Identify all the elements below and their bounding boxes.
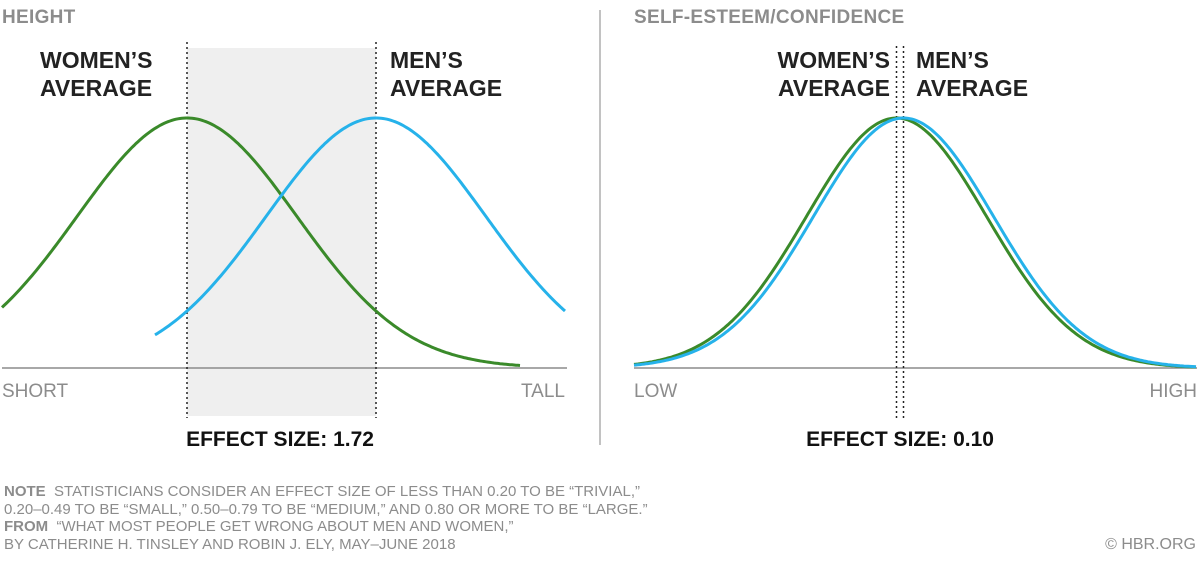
women-height-curve xyxy=(0,116,521,367)
axis-high-label: TALL xyxy=(521,381,565,402)
women-average-label-line1-self-esteem: WOMEN’S xyxy=(778,47,890,73)
effect-size-chart: HEIGHT WOMEN’S AVERAGE MEN’S AVERAGE SHO… xyxy=(0,7,1198,451)
self-esteem-panel: SELF-ESTEEM/CONFIDENCE WOMEN’S AVERAGE M… xyxy=(633,7,1198,451)
men-self-esteem-curve xyxy=(633,116,1197,369)
height-panel-title: HEIGHT xyxy=(2,7,76,28)
chart-footer: NOTE STATISTICIANS CONSIDER AN EFFECT SI… xyxy=(4,483,648,553)
axis-high-label-self-esteem: HIGH xyxy=(1150,381,1198,402)
note-text-1: STATISTICIANS CONSIDER AN EFFECT SIZE OF… xyxy=(54,483,640,500)
note-label: NOTE xyxy=(4,483,46,500)
self-esteem-effect-size-label: EFFECT SIZE: 0.10 xyxy=(806,428,994,451)
note-line-2: 0.20–0.49 TO BE “SMALL,” 0.50–0.79 TO BE… xyxy=(4,500,648,518)
men-average-label-line1-self-esteem: MEN’S xyxy=(916,47,989,73)
axis-low-label: SHORT xyxy=(2,381,69,402)
shaded-effect-region xyxy=(187,48,376,416)
from-line-2: BY CATHERINE H. TINSLEY AND ROBIN J. ELY… xyxy=(4,535,456,553)
hbr-credit: © HBR.ORG xyxy=(1105,536,1196,553)
men-average-label-line1: MEN’S xyxy=(390,47,463,73)
women-self-esteem-curve xyxy=(633,116,1197,369)
note-line-1: NOTE STATISTICIANS CONSIDER AN EFFECT SI… xyxy=(4,483,648,501)
women-average-label-line1: WOMEN’S xyxy=(40,47,152,73)
from-label: FROM xyxy=(4,518,49,535)
self-esteem-panel-title: SELF-ESTEEM/CONFIDENCE xyxy=(634,7,905,28)
women-average-label-line2-self-esteem: AVERAGE xyxy=(778,75,890,101)
from-line-1: FROM “WHAT MOST PEOPLE GET WRONG ABOUT M… xyxy=(4,518,648,536)
from-text-1: “WHAT MOST PEOPLE GET WRONG ABOUT MEN AN… xyxy=(56,518,514,535)
men-average-label-line2: AVERAGE xyxy=(390,75,502,101)
men-height-curve xyxy=(154,116,567,337)
height-panel: HEIGHT WOMEN’S AVERAGE MEN’S AVERAGE SHO… xyxy=(0,7,567,451)
men-average-label-line2-self-esteem: AVERAGE xyxy=(916,75,1028,101)
women-average-label-line2: AVERAGE xyxy=(40,75,152,101)
height-effect-size-label: EFFECT SIZE: 1.72 xyxy=(186,428,374,451)
axis-low-label-self-esteem: LOW xyxy=(634,381,677,402)
